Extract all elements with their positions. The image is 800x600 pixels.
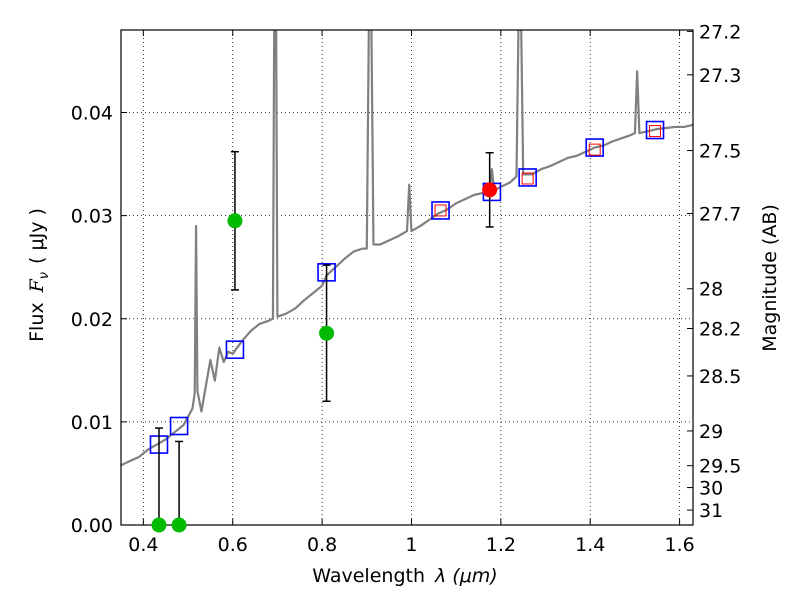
- plot-frame: [121, 30, 693, 525]
- mag-tick-label: 30: [699, 478, 723, 500]
- mag-tick-label: 27.7: [699, 204, 741, 226]
- y-tick-label: 0.00: [71, 515, 113, 537]
- observed-flux-point: [151, 518, 166, 533]
- x-tick-label: 1.4: [575, 534, 605, 556]
- observed-flux-point: [227, 213, 242, 228]
- ticks: 0.4 0.6 0.8 1 1.2 1.4 1.6 0.00 0.01 0.02 0.03 0.04 2…: [71, 21, 742, 556]
- y-tick-label: 0.01: [71, 412, 113, 434]
- mag-tick-label: 29.5: [699, 456, 741, 478]
- mag-tick-label: 28.5: [699, 366, 741, 388]
- y-axis-title: FluxFν( μJy ): [26, 208, 52, 342]
- y-tick-label: 0.02: [71, 309, 113, 331]
- observed-flux-point: [172, 518, 187, 533]
- grid: [121, 30, 693, 525]
- x-tick-label: 0.4: [128, 534, 158, 556]
- series-layer: [121, 9, 693, 465]
- x-tick-label: 1.6: [664, 534, 694, 556]
- mag-tick-label: 27.3: [699, 65, 741, 87]
- y-tick-label: 0.03: [71, 206, 113, 228]
- x-axis-title: Wavelength λ (μm): [312, 565, 497, 587]
- sed-model-line: [121, 9, 693, 465]
- sed-chart: 0.4 0.6 0.8 1 1.2 1.4 1.6 0.00 0.01 0.02 0.03 0.04 2…: [0, 0, 800, 600]
- y-tick-label: 0.04: [71, 103, 113, 125]
- mag-tick-label: 31: [699, 500, 723, 522]
- y2-axis-title: Magnitude (AB): [759, 204, 781, 352]
- observed-flux-point: [319, 326, 334, 341]
- x-tick-label: 1: [405, 534, 417, 556]
- observed-flux-point: [482, 182, 497, 197]
- mag-tick-label: 29: [699, 421, 723, 443]
- mag-tick-label: 28: [699, 279, 723, 301]
- x-tick-label: 1.2: [486, 534, 516, 556]
- markers-layer: [150, 122, 663, 533]
- x-tick-label: 0.8: [307, 534, 337, 556]
- mag-tick-label: 27.2: [699, 21, 741, 43]
- mag-tick-label: 28.2: [699, 318, 741, 340]
- x-tick-label: 0.6: [218, 534, 248, 556]
- mag-tick-label: 27.5: [699, 141, 741, 163]
